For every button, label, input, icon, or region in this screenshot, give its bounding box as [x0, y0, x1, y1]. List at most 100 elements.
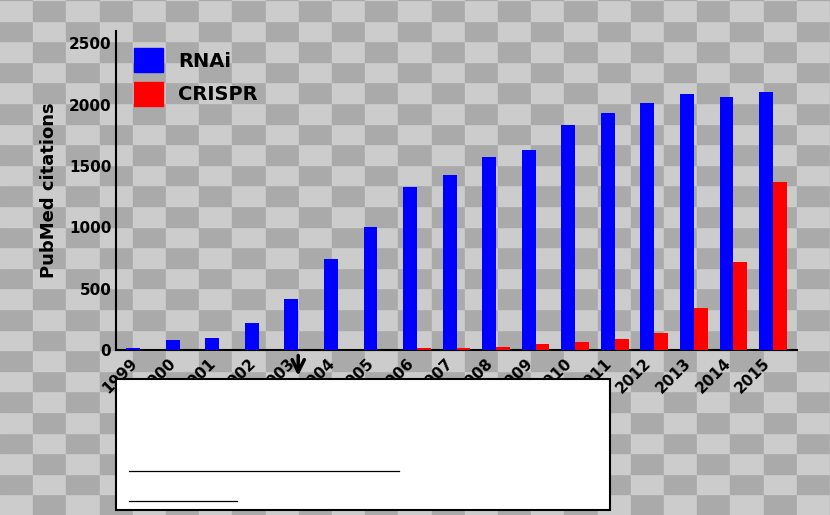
Bar	[664, 268, 697, 288]
Bar	[697, 412, 730, 433]
Bar	[299, 21, 332, 41]
Bar	[232, 82, 266, 103]
Bar	[432, 371, 465, 391]
Bar	[133, 227, 166, 247]
Bar	[166, 124, 199, 144]
Bar	[697, 144, 730, 165]
Bar	[299, 165, 332, 185]
Bar	[398, 474, 432, 494]
Bar	[299, 268, 332, 288]
Bar	[232, 144, 266, 165]
Bar	[730, 82, 764, 103]
Bar	[797, 412, 830, 433]
Bar	[432, 0, 465, 21]
Bar	[232, 247, 266, 268]
Bar	[797, 62, 830, 82]
Bar	[285, 299, 298, 350]
Bar	[199, 41, 232, 62]
Text: siRNA off-targets reported:: siRNA off-targets reported:	[129, 388, 364, 404]
Bar	[730, 330, 764, 350]
Bar	[33, 0, 66, 21]
Bar	[0, 206, 33, 227]
Bar	[797, 433, 830, 453]
Bar	[664, 62, 697, 82]
Bar	[764, 21, 797, 41]
Bar	[299, 391, 332, 412]
Bar	[531, 165, 564, 185]
Bar	[166, 82, 199, 103]
Bar	[299, 474, 332, 494]
Bar	[365, 82, 398, 103]
Bar	[199, 494, 232, 515]
Bar	[33, 41, 66, 62]
Bar	[697, 185, 730, 206]
Bar	[730, 103, 764, 124]
Bar	[33, 206, 66, 227]
Bar	[764, 371, 797, 391]
Bar	[232, 41, 266, 62]
Bar	[598, 309, 631, 330]
Bar	[797, 494, 830, 515]
Bar	[664, 82, 697, 103]
Bar	[365, 268, 398, 288]
Bar	[133, 185, 166, 206]
Bar	[199, 206, 232, 227]
Bar	[465, 453, 498, 474]
Bar	[465, 103, 498, 124]
Bar	[133, 350, 166, 371]
Bar	[166, 144, 199, 165]
Bar	[664, 330, 697, 350]
Bar	[166, 309, 199, 330]
Bar	[730, 206, 764, 227]
Bar	[730, 433, 764, 453]
Bar	[199, 165, 232, 185]
Bar	[332, 474, 365, 494]
Bar	[133, 165, 166, 185]
Bar	[365, 371, 398, 391]
Bar	[764, 412, 797, 433]
Bar	[398, 391, 432, 412]
Bar	[465, 62, 498, 82]
Bar	[764, 350, 797, 371]
Bar	[266, 103, 299, 124]
Bar	[631, 453, 664, 474]
Bar	[564, 453, 598, 474]
Bar	[531, 412, 564, 433]
Bar	[199, 247, 232, 268]
Bar	[697, 124, 730, 144]
Bar	[465, 206, 498, 227]
Bar	[432, 494, 465, 515]
Bar	[564, 206, 598, 227]
Bar	[133, 62, 166, 82]
Bar	[398, 165, 432, 185]
Bar	[498, 227, 531, 247]
Bar	[133, 433, 166, 453]
Bar	[465, 185, 498, 206]
Bar	[498, 391, 531, 412]
Bar	[631, 288, 664, 309]
Bar	[496, 347, 510, 350]
Bar	[631, 206, 664, 227]
Bar	[299, 350, 332, 371]
Bar	[365, 309, 398, 330]
Bar	[498, 82, 531, 103]
Bar	[166, 391, 199, 412]
Bar	[33, 433, 66, 453]
Bar	[730, 391, 764, 412]
Bar	[465, 391, 498, 412]
Bar	[398, 227, 432, 247]
Bar	[531, 0, 564, 21]
Bar	[498, 21, 531, 41]
Bar	[531, 288, 564, 309]
Bar	[764, 103, 797, 124]
Bar	[332, 144, 365, 165]
Bar	[0, 82, 33, 103]
Bar	[531, 103, 564, 124]
Bar	[764, 41, 797, 62]
Bar	[0, 41, 33, 62]
Bar	[245, 323, 259, 350]
Bar	[266, 288, 299, 309]
Bar	[232, 268, 266, 288]
Bar	[398, 185, 432, 206]
Text: 2003 Jun: 2003 Jun	[326, 419, 392, 433]
